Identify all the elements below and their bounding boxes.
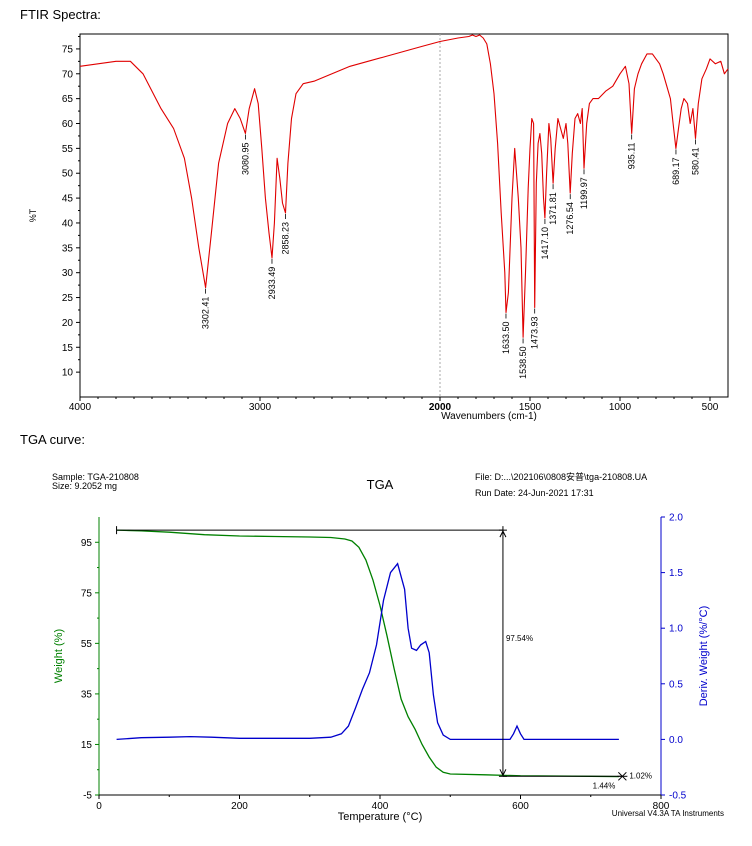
ftir-peak-label: 935.11 [627, 142, 637, 169]
tga-x-tick-label: 200 [231, 801, 248, 812]
ftir-y-tick-label: 40 [62, 218, 74, 229]
ftir-peak-label: 3302.41 [201, 297, 211, 330]
tga-y-tick-label: 15 [81, 740, 93, 751]
ftir-y-tick-label: 25 [62, 293, 74, 304]
ftir-y-tick-label: 55 [62, 144, 74, 155]
ftir-y-tick-label: 20 [62, 318, 74, 329]
ftir-peak-label: 689.17 [671, 157, 681, 185]
tga-footer: Universal V4.3A TA Instruments [612, 809, 724, 818]
ftir-y-tick-label: 30 [62, 268, 74, 279]
ftir-spectrum-line [79, 34, 729, 338]
tga-y2-tick-label: 0.5 [669, 679, 683, 690]
ftir-peak-label: 1371.81 [548, 192, 558, 225]
tga-y-tick-label: 75 [81, 588, 93, 599]
tga-y2-axis-label: Deriv. Weight (%/°C) [698, 606, 710, 707]
ftir-y-tick-label: 45 [62, 194, 74, 205]
tga-y-tick-label: -5 [83, 791, 92, 802]
tga-y-tick-label: 95 [81, 538, 93, 549]
tga-step-label: 97.54% [506, 634, 533, 643]
ftir-y-tick-label: 50 [62, 169, 74, 180]
tga-y-axis-label: Weight (%) [53, 629, 65, 683]
ftir-x-tick-label: 1000 [609, 402, 632, 413]
tga-x-tick-label: 400 [372, 801, 389, 812]
ftir-x-tick-label: 4000 [69, 402, 92, 413]
ftir-x-tick-label: 500 [702, 402, 719, 413]
ftir-x-axis-label: Wavenumbers (cm-1) [441, 411, 537, 422]
tga-x-tick-label: 800 [653, 801, 670, 812]
ftir-peak-label: 2933.49 [267, 267, 277, 300]
tga-x-tick-label: 600 [512, 801, 529, 812]
ftir-peak-label: 1276.54 [565, 202, 575, 235]
ftir-peak-label: 580.41 [691, 147, 701, 175]
ftir-peak-label: 1538.50 [518, 346, 528, 379]
ftir-peak-label: 1417.10 [540, 227, 550, 260]
ftir-y-tick-label: 15 [62, 343, 74, 354]
tga-y2-tick-label: -0.5 [669, 791, 687, 802]
tga-y2-tick-label: 0.0 [669, 735, 683, 746]
tga-residue-left-label: 1.44% [593, 781, 616, 790]
tga-deriv-line [116, 562, 619, 741]
tga-file-label: File: D:...\202106\0808安普\tga-210808.UA [475, 471, 647, 482]
ftir-y-tick-label: 60 [62, 119, 74, 130]
ftir-y-axis-label: %T [28, 208, 38, 222]
tga-residue-right-label: 1.02% [629, 771, 652, 780]
tga-x-axis-label: Temperature (°C) [338, 811, 422, 823]
tga-x-tick-label: 0 [96, 801, 102, 812]
tga-heading: TGA curve: [20, 432, 86, 447]
tga-sample-label: Sample: TGA-210808 [52, 472, 139, 482]
ftir-y-tick-label: 10 [62, 368, 74, 379]
ftir-y-tick-label: 35 [62, 243, 74, 254]
tga-run-date-label: Run Date: 24-Jun-2021 17:31 [475, 488, 594, 498]
ftir-peak-label: 1473.93 [530, 316, 540, 349]
tga-step-arrow-bottom [499, 769, 507, 777]
tga-step-arrow-top [499, 530, 507, 538]
tga-title: TGA [367, 477, 394, 492]
ftir-heading: FTIR Spectra: [20, 7, 101, 22]
ftir-peak-label: 1199.97 [579, 177, 589, 209]
tga-y2-tick-label: 2.0 [669, 513, 683, 524]
ftir-x-tick-label: 1500 [519, 402, 542, 413]
tga-y2-tick-label: 1.5 [669, 568, 683, 579]
ftir-x-tick-label: 3000 [249, 402, 272, 413]
tga-weight-line [116, 529, 619, 778]
ftir-peak-label: 1633.50 [501, 321, 511, 354]
ftir-y-tick-label: 65 [62, 94, 74, 105]
tga-y-tick-label: 35 [81, 689, 93, 700]
tga-y2-tick-label: 1.0 [669, 624, 683, 635]
ftir-peak-label: 2858.23 [281, 222, 291, 255]
ftir-y-tick-label: 75 [62, 44, 74, 55]
ftir-chart: 10 15 20 25 30 35 40 45 50 55 60 65 70 75 4000 3000 2000… [28, 33, 729, 422]
tga-y-tick-label: 55 [81, 639, 93, 650]
ftir-x-tick-label: 2000 [429, 402, 452, 413]
ftir-y-tick-label: 70 [62, 69, 74, 80]
tga-size-label: Size: 9.2052 mg [52, 481, 117, 491]
ftir-peak-label: 3080.95 [240, 142, 250, 175]
